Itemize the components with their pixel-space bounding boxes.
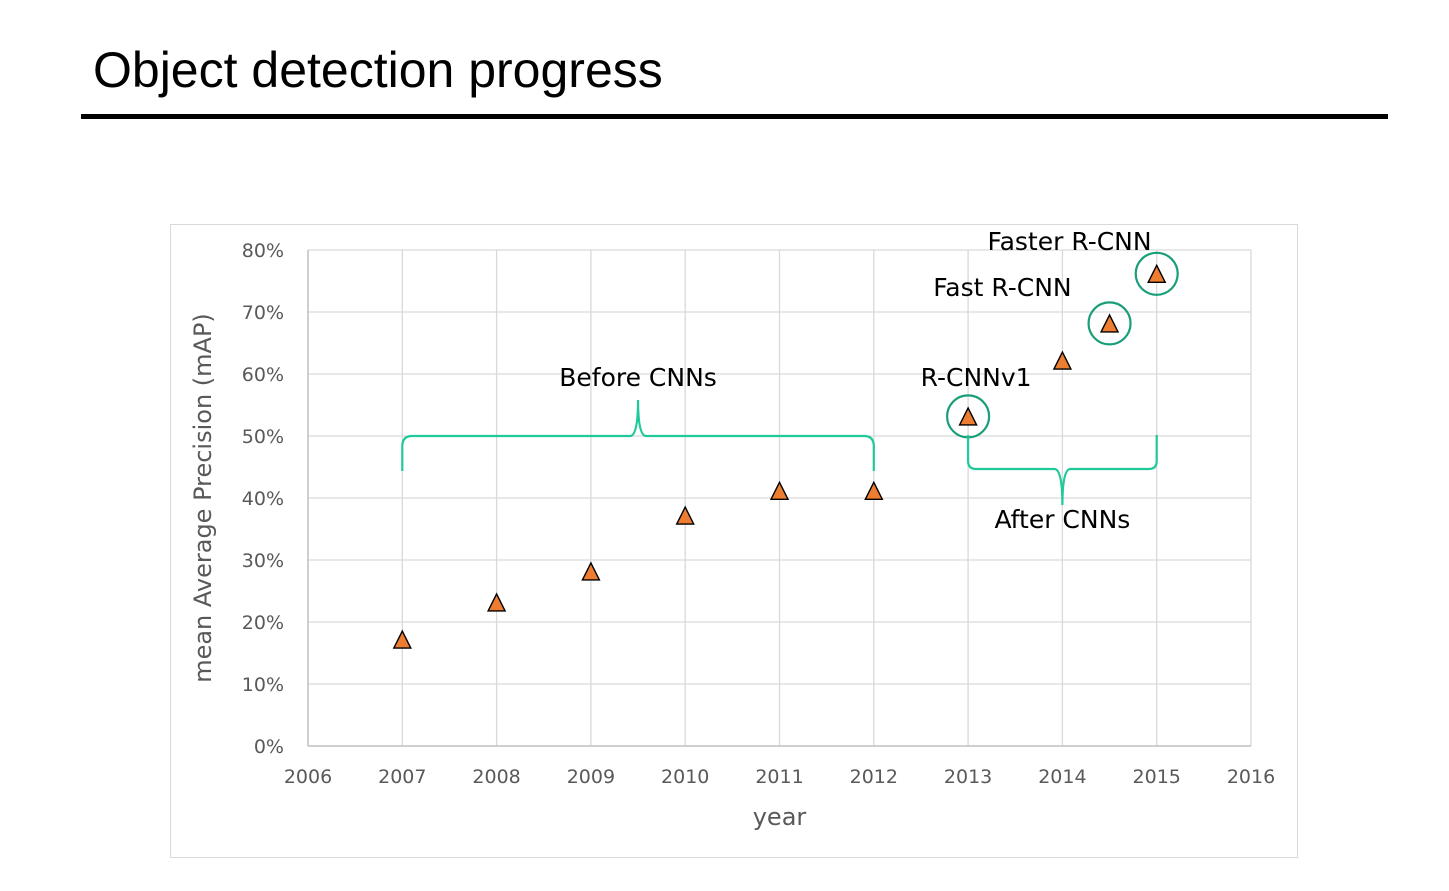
data-point-marker — [486, 592, 507, 612]
after-cnns-brace — [967, 435, 1158, 506]
x-tick-label: 2007 — [378, 766, 426, 788]
data-point-marker — [1147, 263, 1167, 283]
x-tick-label: 2012 — [850, 766, 898, 788]
x-tick-label: 2009 — [567, 766, 615, 788]
data-point-marker — [769, 480, 790, 500]
y-tick-label: 40% — [242, 488, 284, 510]
y-tick-label: 10% — [242, 674, 284, 696]
annotation-label: Before CNNs — [559, 363, 717, 392]
data-point-marker — [392, 629, 412, 649]
x-tick-label: 2010 — [661, 766, 709, 788]
x-tick-label: 2011 — [755, 766, 803, 788]
chart-frame: 0% 10% 20% 30% 40% 50% 60% 70% 80% 2006 2007 2008 20… — [170, 224, 1298, 858]
x-tick-label: 2006 — [284, 766, 332, 788]
data-point-marker — [958, 406, 978, 426]
x-axis-title: year — [753, 803, 807, 831]
slide-title: Object detection progress — [93, 42, 663, 98]
y-tick-label: 0% — [254, 736, 284, 758]
highlight-circle — [1134, 251, 1179, 296]
data-point-marker — [1099, 313, 1120, 333]
y-tick-label: 50% — [242, 426, 284, 448]
y-tick-label: 70% — [242, 302, 284, 324]
annotation-label: After CNNs — [994, 505, 1130, 534]
y-tick-label: 20% — [242, 612, 284, 634]
data-point-marker — [675, 505, 695, 525]
data-point-marker — [864, 480, 884, 500]
data-point-marker — [1052, 350, 1073, 370]
x-tick-label: 2015 — [1133, 766, 1181, 788]
x-tick-label: 2016 — [1227, 766, 1275, 788]
data-point-marker — [581, 561, 601, 581]
x-tick-label: 2008 — [472, 766, 520, 788]
x-tick-label: 2014 — [1038, 766, 1086, 788]
y-axis-title: mean Average Precision (mAP) — [189, 313, 217, 683]
highlight-circle — [1087, 301, 1132, 346]
x-tick-label: 2013 — [944, 766, 992, 788]
map-progress-chart: 0% 10% 20% 30% 40% 50% 60% 70% 80% 2006 2007 2008 20… — [189, 227, 1275, 831]
y-tick-label: 80% — [242, 240, 284, 262]
title-underline — [81, 114, 1388, 119]
y-tick-label: 30% — [242, 550, 284, 572]
y-tick-label: 60% — [242, 364, 284, 386]
annotation-label: R-CNNv1 — [921, 363, 1032, 392]
annotation-label: Fast R-CNN — [933, 273, 1071, 302]
before-cnns-brace — [401, 399, 875, 471]
annotation-label: Faster R-CNN — [988, 227, 1152, 256]
